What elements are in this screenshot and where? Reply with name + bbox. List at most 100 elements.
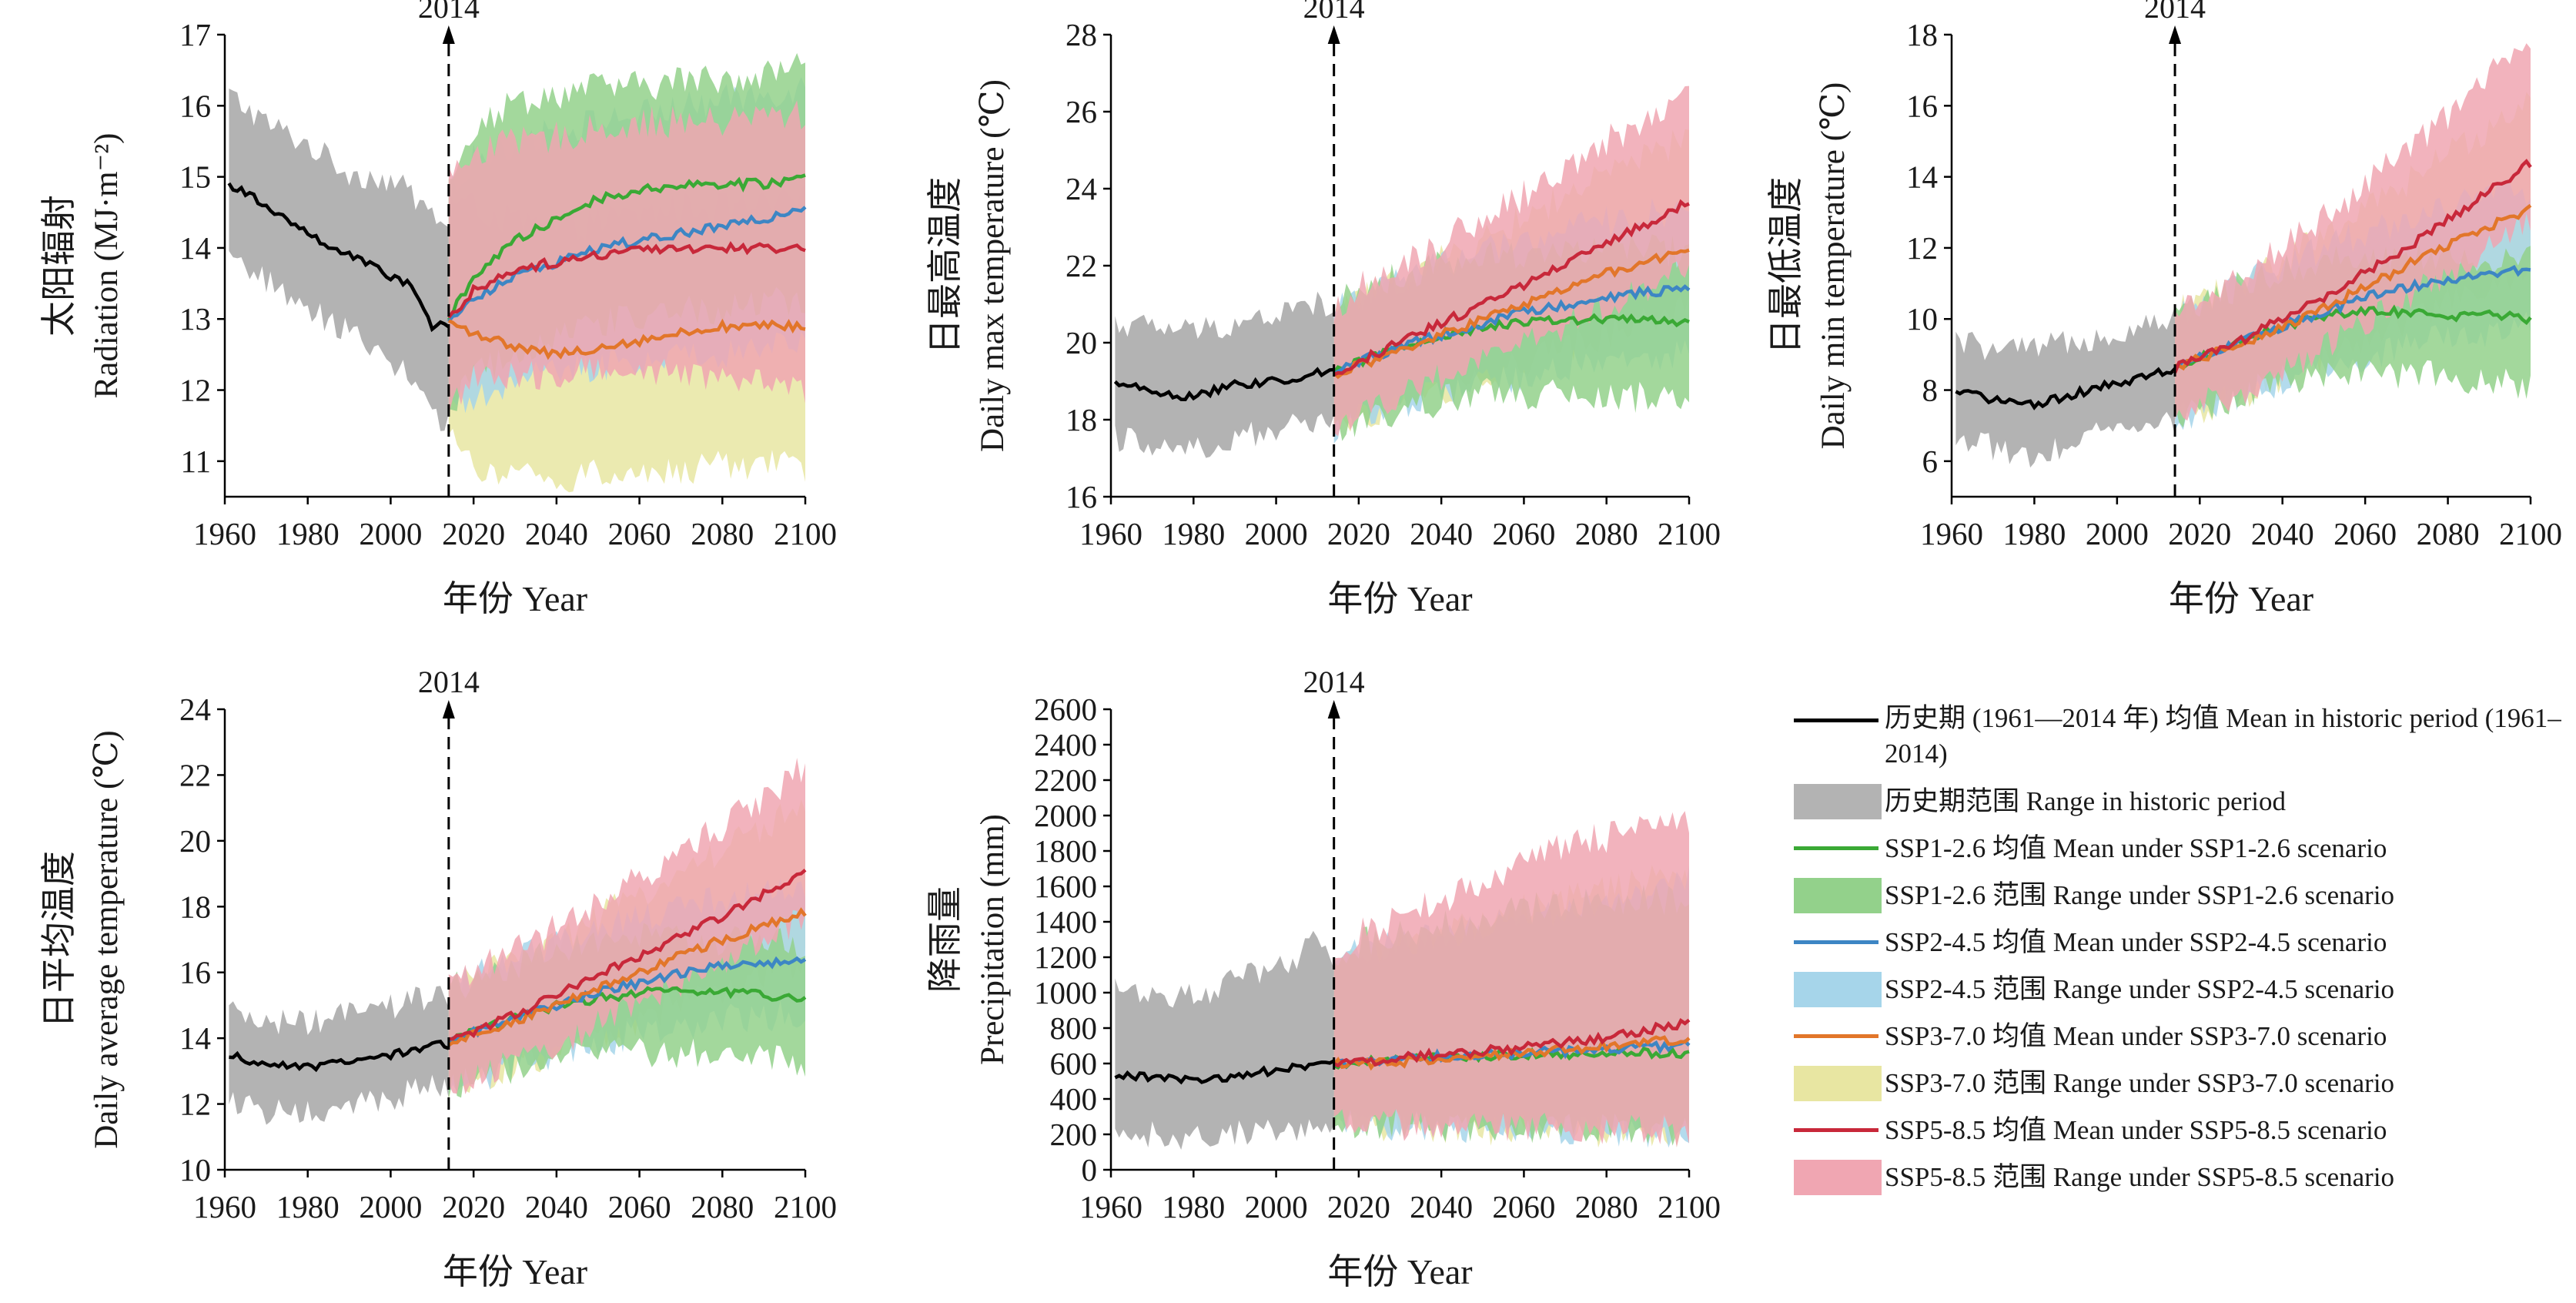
y-tick-label: 16: [1066, 479, 1097, 514]
x-tick-label: 2080: [691, 1189, 754, 1224]
y-tick-label: 12: [179, 373, 211, 408]
x-tick-label: 2100: [1658, 1189, 1721, 1224]
legend-label: SSP5-8.5 均值 Mean under SSP5-8.5 scenario: [1885, 1114, 2387, 1145]
historic-mean-line: [1955, 367, 2176, 410]
y-tick-label: 28: [1066, 17, 1097, 52]
x-axis-title: 年份 Year: [443, 1252, 587, 1291]
ssp245-mean-line: [447, 206, 807, 323]
legend-swatch-historic-range: [1794, 783, 1882, 819]
y-tick-label: 200: [1050, 1117, 1098, 1152]
legend-label: SSP3-7.0 范围 Range under SSP3-7.0 scenari…: [1885, 1067, 2395, 1098]
y-tick-label: 8: [1922, 373, 1939, 408]
x-axis-title: 年份 Year: [443, 579, 587, 618]
legend-item-historic-mean: 历史期 (1961—2014 年) 均值 Mean in historic pe…: [1794, 693, 2564, 778]
legend-label: SSP2-4.5 均值 Mean under SSP2-4.5 scenario: [1885, 926, 2387, 957]
y-axis-title-cn: 日最高温度: [925, 177, 965, 354]
y-tick-label: 2200: [1034, 762, 1097, 798]
legend-swatch-ssp370-range: [1794, 1065, 1882, 1101]
ssp585-range-area: [448, 100, 805, 415]
ssp585-range-area: [1333, 811, 1689, 1147]
y-axis-title-cn: 降雨量: [925, 886, 965, 993]
x-tick-label: 2020: [1327, 1189, 1390, 1224]
y-tick-label: 20: [179, 823, 211, 859]
marker-arrowhead: [1327, 700, 1340, 718]
y-tick-label: 1000: [1034, 975, 1097, 1010]
y-tick-label: 16: [179, 955, 211, 990]
y-tick-label: 2400: [1034, 727, 1097, 762]
y-axis-title-cn: 太阳辐射: [39, 195, 79, 337]
ssp585-mean-line: [447, 241, 806, 319]
y-tick-label: 10: [1906, 301, 1938, 337]
y-axis-title-cn: 日平均温度: [39, 851, 79, 1028]
legend-swatch-ssp245-range: [1794, 971, 1882, 1007]
legend-item-ssp370-range: SSP3-7.0 范围 Range under SSP3-7.0 scenari…: [1794, 1060, 2564, 1107]
legend-swatch-ssp370-mean: [1794, 1034, 1878, 1038]
x-tick-label: 2060: [2333, 516, 2397, 551]
ssp370-mean-line: [447, 907, 807, 1047]
x-tick-label: 1980: [1162, 1189, 1225, 1224]
y-axis-title-en: Daily max temperature (℃): [975, 79, 1011, 452]
ssp585-range-area: [1333, 85, 1689, 437]
y-tick-label: 13: [179, 301, 211, 337]
x-tick-label: 2020: [442, 516, 505, 551]
x-tick-label: 1980: [1162, 516, 1225, 551]
x-tick-label: 2000: [1245, 516, 1308, 551]
x-tick-label: 2020: [442, 1189, 505, 1224]
x-tick-label: 2000: [1245, 1189, 1308, 1224]
ssp585-mean-line: [1333, 199, 1690, 377]
x-tick-label: 2060: [1492, 516, 1555, 551]
x-tick-label: 2000: [359, 1189, 422, 1224]
x-tick-label: 1960: [193, 516, 256, 551]
x-axis-title: 年份 Year: [1327, 579, 1472, 618]
legend-swatch-ssp126-range: [1794, 877, 1882, 913]
chart-tmin: 2014 6 8 10 12 14 16 18 1960 1980 2000 2020 2040 2060…: [1766, 0, 2562, 618]
legend-swatch-historic-mean: [1794, 718, 1878, 722]
chart-tavg: 2014 10 12 14 16 18 20 22 24 1960 1980 2000 2020 2040…: [39, 665, 837, 1291]
x-tick-label: 2040: [1410, 516, 1473, 551]
x-tick-label: 2060: [608, 516, 671, 551]
y-axis-title-en: Daily average temperature (℃): [89, 730, 125, 1149]
ssp585-mean-line: [2173, 159, 2532, 373]
ssp245-mean-line: [2174, 265, 2531, 369]
y-tick-label: 20: [1066, 325, 1097, 360]
y-tick-label: 24: [179, 692, 211, 727]
x-tick-label: 2040: [525, 516, 588, 551]
x-tick-label: 2000: [359, 516, 422, 551]
y-axis-title-cn: 日最低温度: [1766, 177, 1805, 354]
legend-item-ssp585-range: SSP5-8.5 范围 Range under SSP5-8.5 scenari…: [1794, 1154, 2564, 1201]
legend-item-ssp126-range: SSP1-2.6 范围 Range under SSP1-2.6 scenari…: [1794, 872, 2564, 919]
y-tick-label: 18: [1906, 17, 1938, 52]
legend-item-ssp585-mean: SSP5-8.5 均值 Mean under SSP5-8.5 scenario: [1794, 1107, 2564, 1154]
y-tick-label: 18: [179, 889, 211, 924]
x-tick-label: 1960: [1079, 516, 1142, 551]
ssp585-mean-line: [1333, 1018, 1691, 1068]
y-tick-label: 10: [179, 1152, 211, 1187]
x-tick-label: 2080: [1575, 516, 1638, 551]
x-tick-label: 1980: [276, 1189, 340, 1224]
legend-swatch-ssp585-range: [1794, 1159, 1882, 1195]
marker-label: 2014: [1303, 0, 1365, 25]
chart-radiation: 2014 11 12 13 14 15 16 17 1960 1980 2000 2020 2040 20…: [39, 0, 837, 618]
chart-precip: 2014020040060080010001200140016001800200…: [925, 665, 1721, 1291]
y-tick-label: 14: [179, 230, 211, 266]
x-tick-label: 2040: [2251, 516, 2314, 551]
marker-arrowhead: [1327, 25, 1340, 44]
y-tick-label: 12: [179, 1087, 211, 1122]
x-tick-label: 2020: [2168, 516, 2231, 551]
y-tick-label: 6: [1922, 444, 1939, 479]
x-tick-label: 2080: [691, 516, 754, 551]
legend-label: 历史期范围 Range in historic period: [1885, 785, 2287, 816]
x-tick-label: 2000: [2086, 516, 2149, 551]
historic-mean-line: [1113, 367, 1334, 401]
legend-item-ssp370-mean: SSP3-7.0 均值 Mean under SSP3-7.0 scenario: [1794, 1013, 2564, 1060]
y-tick-label: 1600: [1034, 869, 1097, 904]
legend-label: SSP5-8.5 范围 Range under SSP5-8.5 scenari…: [1885, 1161, 2395, 1192]
x-tick-label: 2100: [774, 516, 837, 551]
marker-label: 2014: [418, 0, 480, 25]
y-tick-label: 1800: [1034, 833, 1097, 869]
y-tick-label: 16: [179, 88, 211, 123]
y-tick-label: 2600: [1034, 692, 1097, 727]
x-tick-label: 2040: [525, 1189, 588, 1224]
ssp126-mean-line: [447, 173, 806, 321]
